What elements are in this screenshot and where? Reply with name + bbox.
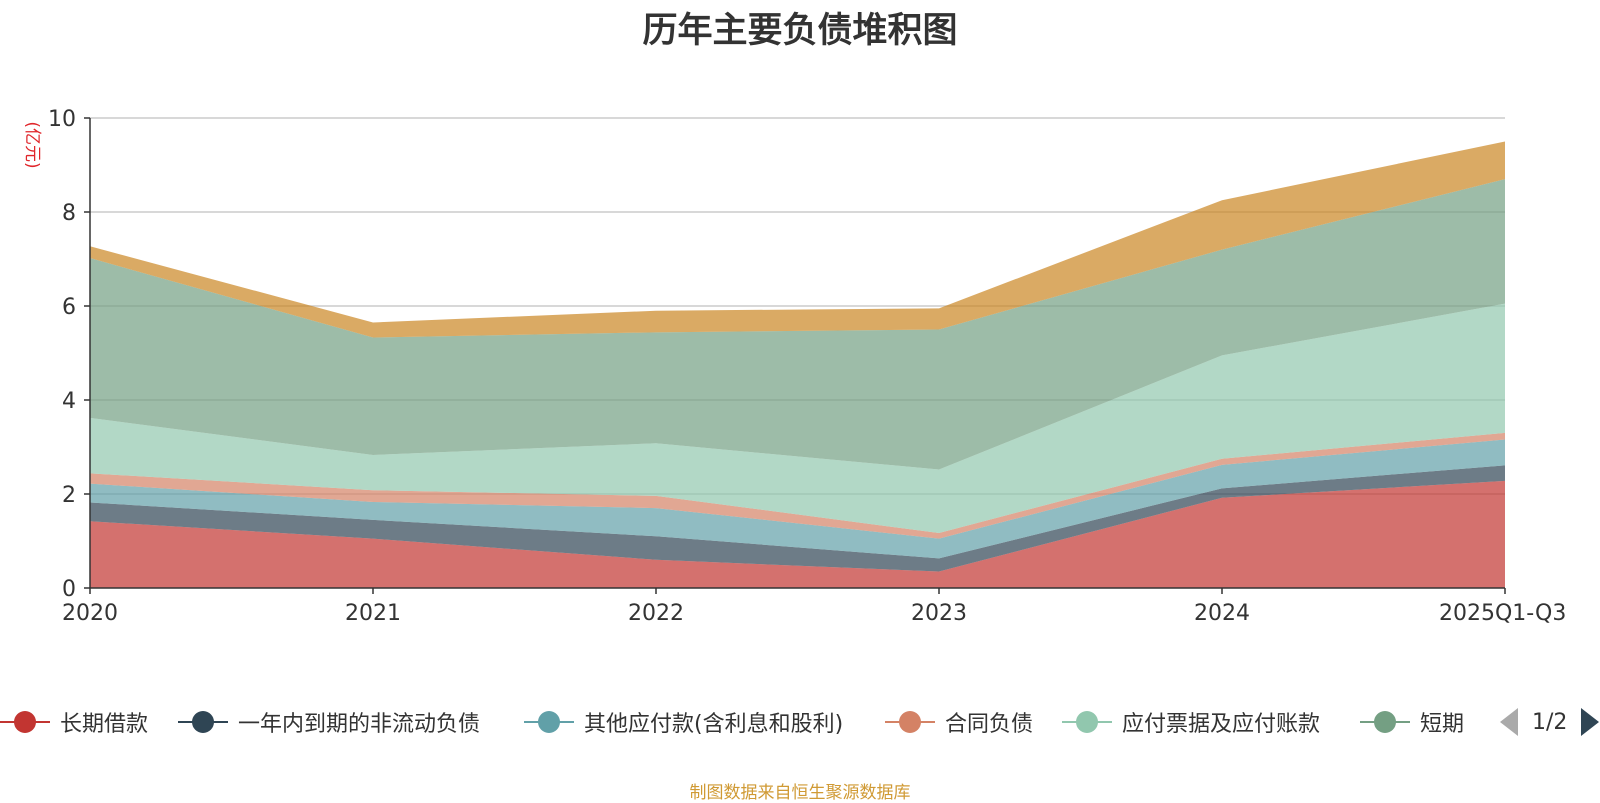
legend-marker-icon	[524, 700, 574, 744]
legend-label: 一年内到期的非流动负债	[238, 712, 481, 737]
area-series-短期借款[interactable]	[90, 179, 1505, 470]
legend-item[interactable]: 其他应付款(含利息和股利)	[524, 700, 843, 744]
legend-pager: 1/2	[1500, 700, 1600, 744]
x-tick-label: 2022	[628, 601, 684, 626]
legend-label: 长期借款	[60, 712, 149, 737]
x-tick-label: 2025Q1-Q3	[1439, 601, 1566, 626]
legend-item[interactable]: 长期借款	[0, 700, 148, 744]
legend-item[interactable]: 合同负债	[885, 700, 1033, 744]
legend: 长期借款 一年内到期的非流动负债 其他应付款(含利息和股利) 合同负债 应付票据及应付账…	[0, 700, 1600, 744]
y-tick-label: 10	[48, 107, 76, 132]
legend-page-indicator: 1/2	[1532, 709, 1568, 735]
source-note: 制图数据来自恒生聚源数据库	[689, 783, 911, 803]
x-tick-label: 2021	[345, 601, 401, 626]
area-series-一年内到期的非流动负债[interactable]	[90, 465, 1505, 572]
legend-marker-icon	[1360, 700, 1410, 744]
y-tick-label: 8	[62, 201, 76, 226]
legend-items: 长期借款 一年内到期的非流动负债 其他应付款(含利息和股利) 合同负债 应付票据及应付账…	[0, 700, 1464, 744]
area-series-group	[90, 141, 1505, 588]
legend-prev-icon[interactable]	[1500, 708, 1518, 736]
legend-marker-icon	[0, 700, 50, 744]
axes: 0 2 4 6 8 10 2020 2021 2022 2023 2024 2025Q1-Q3	[48, 107, 1566, 626]
legend-label: 其他应付款(含利息和股利)	[584, 712, 844, 737]
legend-item[interactable]: 应付票据及应付账款	[1062, 700, 1320, 744]
chart-title: 历年主要负债堆积图	[642, 11, 958, 51]
x-tick-label: 2020	[62, 601, 118, 626]
legend-item[interactable]: 一年内到期的非流动负债	[178, 700, 480, 744]
y-tick-label: 6	[62, 295, 76, 320]
legend-item[interactable]: 短期借款	[1360, 700, 1464, 744]
area-series-长期借款[interactable]	[90, 480, 1505, 588]
y-tick-label: 2	[62, 483, 76, 508]
legend-label: 应付票据及应付账款	[1122, 712, 1321, 737]
x-tick-label: 2023	[911, 601, 967, 626]
area-series-应付票据及应付账款[interactable]	[90, 303, 1505, 534]
y-tick-label: 0	[62, 577, 76, 602]
legend-label: 短期借款	[1420, 712, 1464, 737]
legend-label: 合同负债	[945, 712, 1034, 737]
area-series-合同负债[interactable]	[90, 432, 1505, 539]
y-axis-unit-label: (亿元)	[22, 121, 42, 168]
area-series-其他应付款(含利息和股利)[interactable]	[90, 439, 1505, 559]
x-tick-label: 2024	[1194, 601, 1250, 626]
legend-marker-icon	[1062, 700, 1112, 744]
legend-marker-icon	[885, 700, 935, 744]
legend-marker-icon	[178, 700, 228, 744]
legend-next-icon[interactable]	[1581, 708, 1600, 736]
y-tick-label: 4	[62, 389, 76, 414]
area-series-series-7[interactable]	[90, 141, 1505, 338]
